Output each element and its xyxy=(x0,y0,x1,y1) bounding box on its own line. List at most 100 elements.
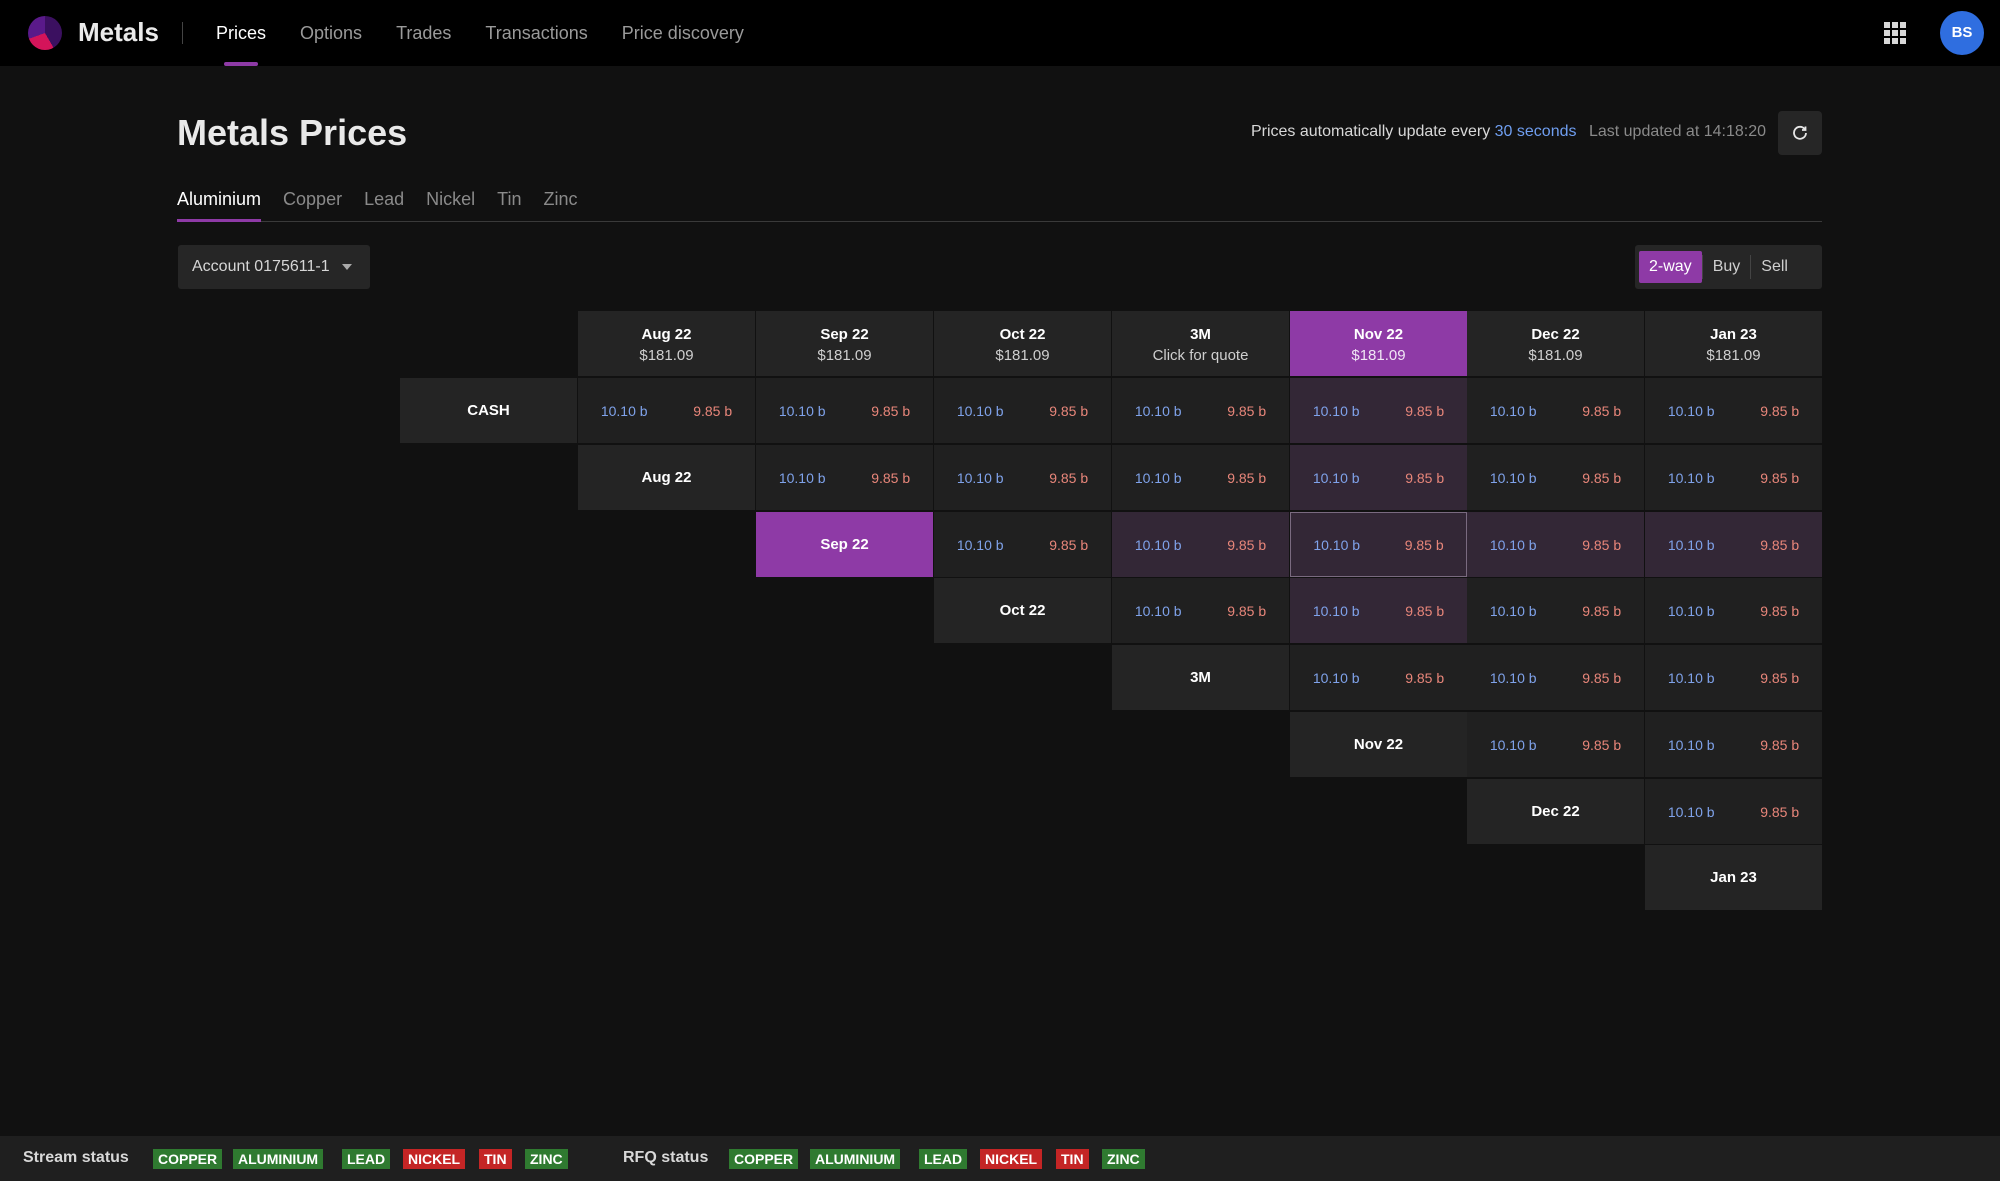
bid-price[interactable]: 10.10 b xyxy=(1312,669,1360,686)
bid-price[interactable]: 10.10 b xyxy=(1667,803,1715,820)
ask-price[interactable]: 9.85 b xyxy=(1582,736,1622,753)
bid-price[interactable]: 10.10 b xyxy=(1134,536,1182,553)
ask-price[interactable]: 9.85 b xyxy=(1760,602,1800,619)
toggle-two-way[interactable]: 2-way xyxy=(1639,251,1702,283)
bid-price[interactable]: 10.10 b xyxy=(956,402,1004,419)
price-cell[interactable]: 10.10 b 9.85 b xyxy=(1645,378,1822,443)
price-cell[interactable]: 10.10 b 9.85 b xyxy=(1645,445,1822,510)
row-header-oct-22[interactable]: Oct 22 xyxy=(934,578,1111,643)
ask-price[interactable]: 9.85 b xyxy=(1582,402,1622,419)
price-cell[interactable]: 10.10 b 9.85 b xyxy=(1645,779,1822,844)
refresh-button[interactable] xyxy=(1778,111,1822,155)
bid-price[interactable]: 10.10 b xyxy=(1667,469,1715,486)
ask-price[interactable]: 9.85 b xyxy=(1049,536,1089,553)
row-header-aug-22[interactable]: Aug 22 xyxy=(578,445,755,510)
price-cell[interactable]: 10.10 b 9.85 b xyxy=(1645,512,1822,577)
price-cell[interactable]: 10.10 b 9.85 b xyxy=(1290,512,1467,577)
ask-price[interactable]: 9.85 b xyxy=(1227,602,1267,619)
bid-price[interactable]: 10.10 b xyxy=(600,402,648,419)
bid-price[interactable]: 10.10 b xyxy=(778,469,826,486)
bid-price[interactable]: 10.10 b xyxy=(1312,402,1360,419)
bid-price[interactable]: 10.10 b xyxy=(1667,669,1715,686)
row-header-cash[interactable]: CASH xyxy=(400,378,577,443)
price-cell[interactable]: 10.10 b 9.85 b xyxy=(1112,445,1289,510)
bid-price[interactable]: 10.10 b xyxy=(1313,536,1361,553)
price-cell[interactable]: 10.10 b 9.85 b xyxy=(1290,445,1467,510)
price-cell[interactable]: 10.10 b 9.85 b xyxy=(1467,445,1644,510)
column-header-nov-22[interactable]: Nov 22 $181.09 xyxy=(1290,311,1467,376)
bid-price[interactable]: 10.10 b xyxy=(1489,402,1537,419)
tab-tin[interactable]: Tin xyxy=(497,189,522,209)
price-cell[interactable]: 10.10 b 9.85 b xyxy=(1467,578,1644,643)
bid-price[interactable]: 10.10 b xyxy=(1134,469,1182,486)
bid-price[interactable]: 10.10 b xyxy=(1667,736,1715,753)
ask-price[interactable]: 9.85 b xyxy=(1582,669,1622,686)
price-cell[interactable]: 10.10 b 9.85 b xyxy=(934,378,1111,443)
row-header-3m[interactable]: 3M xyxy=(1112,645,1289,710)
price-cell[interactable]: 10.10 b 9.85 b xyxy=(1112,378,1289,443)
ask-price[interactable]: 9.85 b xyxy=(1227,469,1267,486)
column-header-dec-22[interactable]: Dec 22 $181.09 xyxy=(1467,311,1644,376)
nav-item-trades[interactable]: Trades xyxy=(396,23,452,43)
price-cell[interactable]: 10.10 b 9.85 b xyxy=(1290,578,1467,643)
ask-price[interactable]: 9.85 b xyxy=(1227,402,1267,419)
price-cell[interactable]: 10.10 b 9.85 b xyxy=(934,512,1111,577)
ask-price[interactable]: 9.85 b xyxy=(1227,536,1267,553)
bid-price[interactable]: 10.10 b xyxy=(1489,736,1537,753)
bid-price[interactable]: 10.10 b xyxy=(1489,602,1537,619)
column-header-aug-22[interactable]: Aug 22 $181.09 xyxy=(578,311,755,376)
ask-price[interactable]: 9.85 b xyxy=(1760,803,1800,820)
price-cell[interactable]: 10.10 b 9.85 b xyxy=(1645,712,1822,777)
bid-price[interactable]: 10.10 b xyxy=(1489,669,1537,686)
price-cell[interactable]: 10.10 b 9.85 b xyxy=(1290,378,1467,443)
row-header-nov-22[interactable]: Nov 22 xyxy=(1290,712,1467,777)
ask-price[interactable]: 9.85 b xyxy=(1760,669,1800,686)
tab-aluminium[interactable]: Aluminium xyxy=(177,184,262,222)
ask-price[interactable]: 9.85 b xyxy=(1760,402,1800,419)
ask-price[interactable]: 9.85 b xyxy=(1049,469,1089,486)
nav-item-options[interactable]: Options xyxy=(300,23,363,43)
bid-price[interactable]: 10.10 b xyxy=(1489,469,1537,486)
price-cell[interactable]: 10.10 b 9.85 b xyxy=(1645,578,1822,643)
account-select[interactable]: Account 0175611-1 xyxy=(178,245,370,289)
ask-price[interactable]: 9.85 b xyxy=(1582,469,1622,486)
tab-zinc[interactable]: Zinc xyxy=(543,189,578,209)
tab-lead[interactable]: Lead xyxy=(364,189,405,209)
price-cell[interactable]: 10.10 b 9.85 b xyxy=(1467,512,1644,577)
price-cell[interactable]: 10.10 b 9.85 b xyxy=(1467,378,1644,443)
ask-price[interactable]: 9.85 b xyxy=(1582,602,1622,619)
tab-nickel[interactable]: Nickel xyxy=(426,189,476,209)
price-cell[interactable]: 10.10 b 9.85 b xyxy=(756,378,933,443)
row-header-sep-22[interactable]: Sep 22 xyxy=(756,512,933,577)
price-cell[interactable]: 10.10 b 9.85 b xyxy=(1112,512,1289,577)
column-header-3m[interactable]: 3M Click for quote xyxy=(1112,311,1289,376)
bid-price[interactable]: 10.10 b xyxy=(778,402,826,419)
bid-price[interactable]: 10.10 b xyxy=(1667,536,1715,553)
price-cell[interactable]: 10.10 b 9.85 b xyxy=(1467,645,1644,710)
price-cell[interactable]: 10.10 b 9.85 b xyxy=(756,445,933,510)
bid-price[interactable]: 10.10 b xyxy=(956,469,1004,486)
tab-copper[interactable]: Copper xyxy=(283,189,343,209)
ask-price[interactable]: 9.85 b xyxy=(871,469,911,486)
bid-price[interactable]: 10.10 b xyxy=(1312,602,1360,619)
price-cell[interactable]: 10.10 b 9.85 b xyxy=(1645,645,1822,710)
ask-price[interactable]: 9.85 b xyxy=(1760,536,1800,553)
ask-price[interactable]: 9.85 b xyxy=(1405,602,1445,619)
bid-price[interactable]: 10.10 b xyxy=(1667,402,1715,419)
ask-price[interactable]: 9.85 b xyxy=(1760,469,1800,486)
bid-price[interactable]: 10.10 b xyxy=(1489,536,1537,553)
ask-price[interactable]: 9.85 b xyxy=(1405,402,1445,419)
ask-price[interactable]: 9.85 b xyxy=(871,402,911,419)
nav-item-transactions[interactable]: Transactions xyxy=(485,23,588,43)
ask-price[interactable]: 9.85 b xyxy=(1760,736,1800,753)
bid-price[interactable]: 10.10 b xyxy=(1667,602,1715,619)
price-cell[interactable]: 10.10 b 9.85 b xyxy=(1467,712,1644,777)
toggle-sell[interactable]: Sell xyxy=(1761,258,1788,275)
ask-price[interactable]: 9.85 b xyxy=(1049,402,1089,419)
ask-price[interactable]: 9.85 b xyxy=(1405,669,1445,686)
bid-price[interactable]: 10.10 b xyxy=(956,536,1004,553)
nav-item-prices[interactable]: Prices xyxy=(216,0,266,66)
ask-price[interactable]: 9.85 b xyxy=(1405,469,1445,486)
nav-item-price-discovery[interactable]: Price discovery xyxy=(621,23,744,43)
ask-price[interactable]: 9.85 b xyxy=(693,402,733,419)
